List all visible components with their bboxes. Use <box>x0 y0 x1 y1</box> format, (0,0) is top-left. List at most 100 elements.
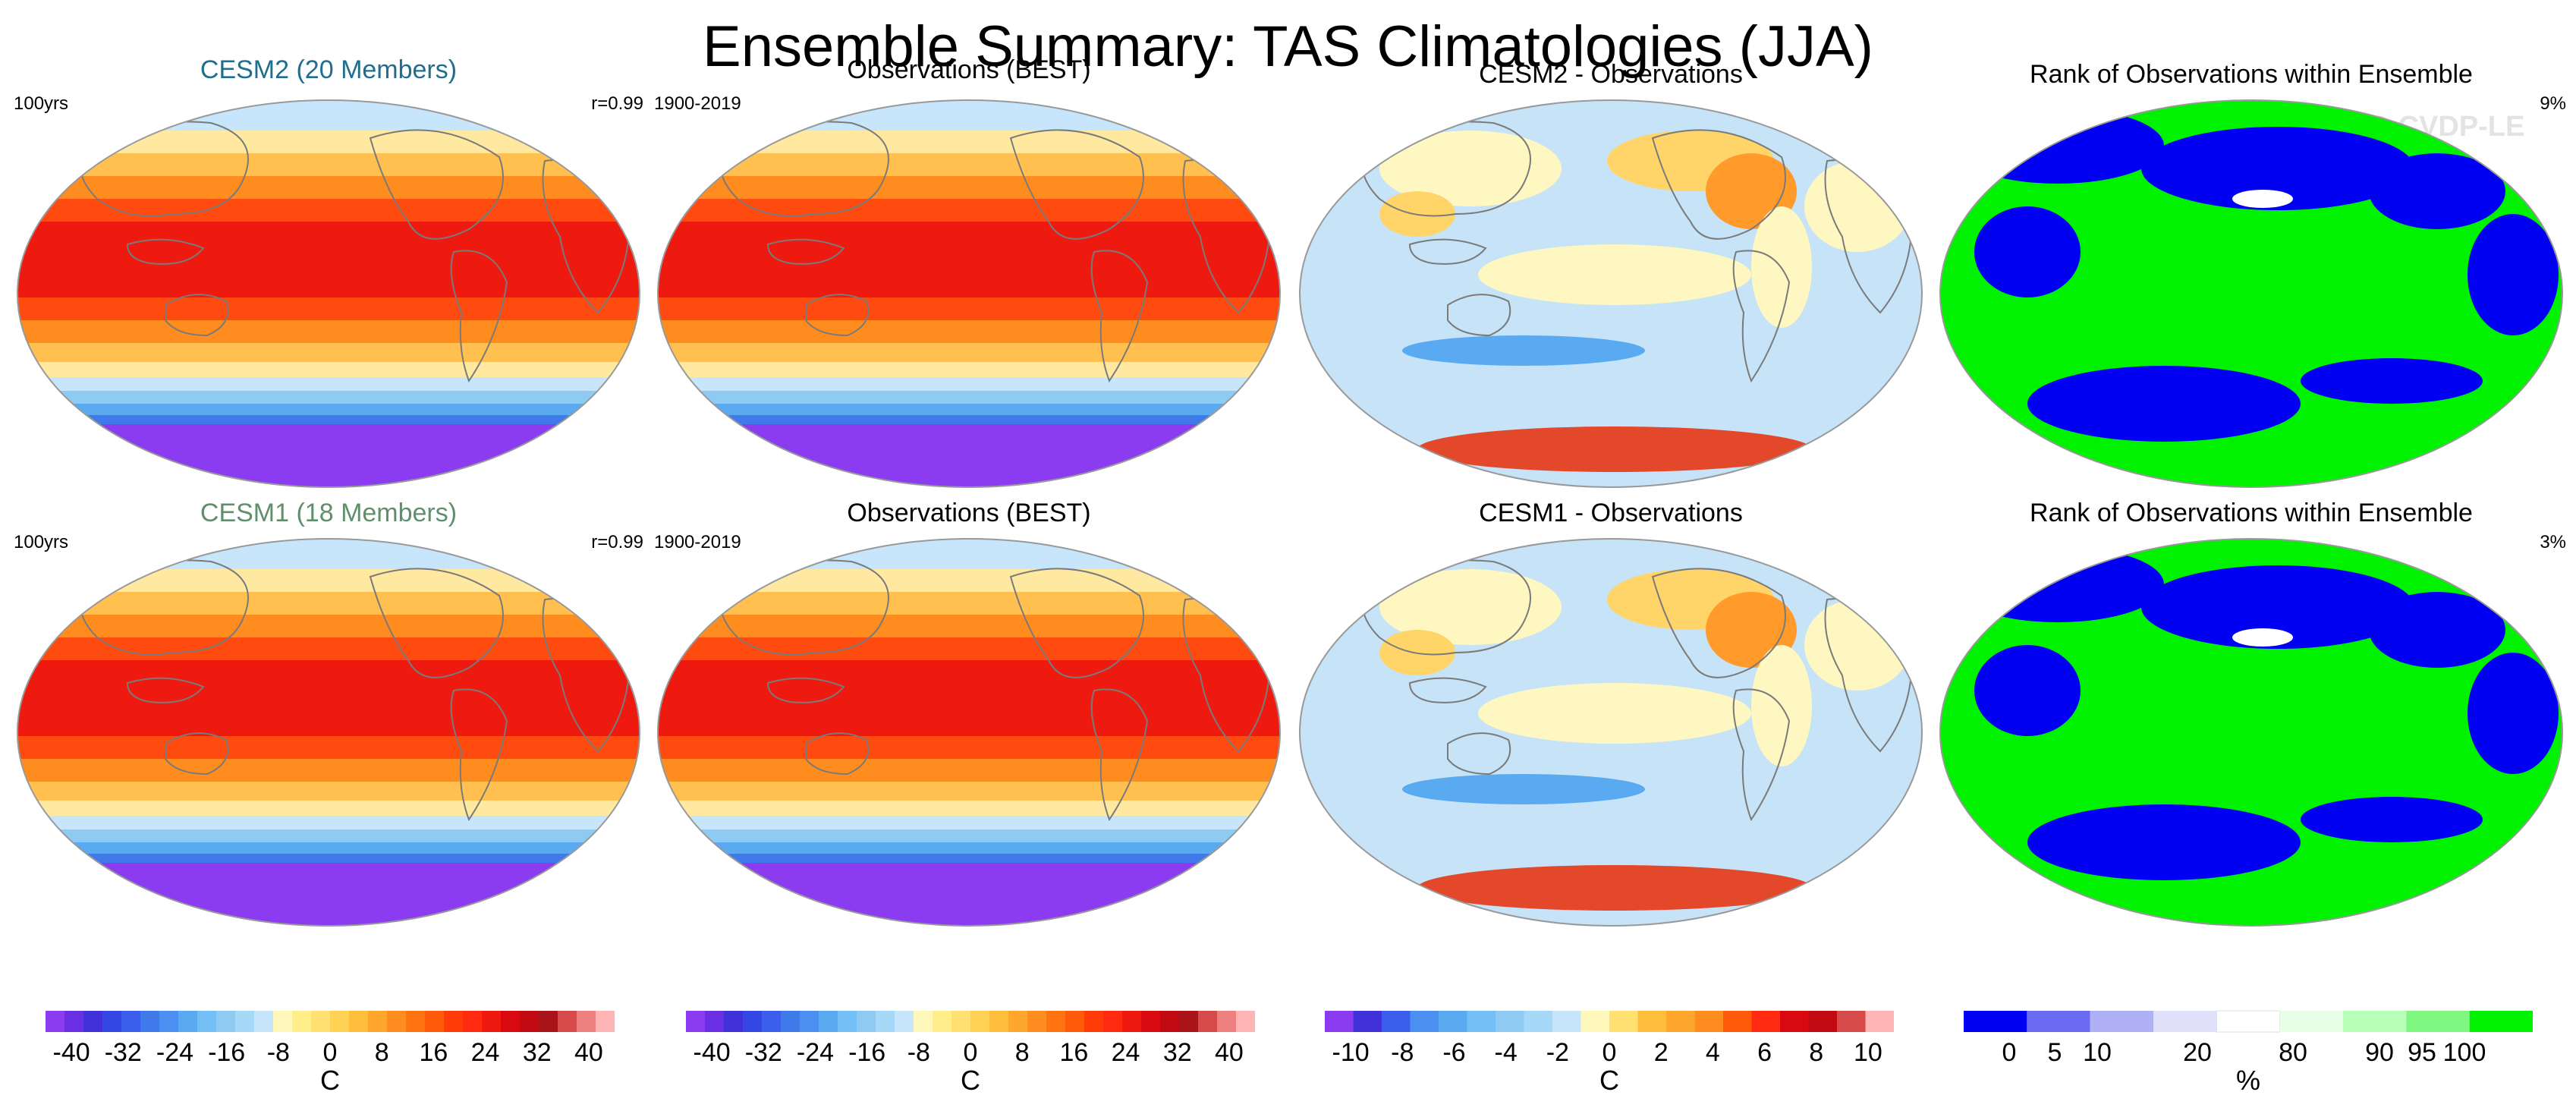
land-australia <box>1447 294 1511 337</box>
temp-band <box>658 592 1280 615</box>
temp-band <box>17 100 640 131</box>
colorbar-tick-label: 8 <box>1809 1038 1823 1067</box>
colorbar-box <box>1353 1011 1382 1032</box>
colorbar-box <box>482 1011 501 1032</box>
diff-anomaly <box>1402 335 1645 366</box>
map-obs-bottom <box>657 538 1281 927</box>
land-maritime <box>766 677 845 703</box>
temp-band <box>17 660 640 736</box>
colorbar-box <box>724 1011 743 1032</box>
colorbar-box <box>2027 1011 2090 1032</box>
temp-band <box>658 297 1280 320</box>
colorbar-box <box>876 1011 895 1032</box>
colorbar-box <box>1694 1011 1723 1032</box>
temp-band <box>17 615 640 637</box>
colorbar-box <box>743 1011 762 1032</box>
colorbar-box <box>330 1011 349 1032</box>
temp-band <box>17 759 640 782</box>
temp-band <box>658 801 1280 816</box>
colorbar-box <box>914 1011 933 1032</box>
colorbar-tick-label: -2 <box>1546 1038 1569 1067</box>
panel-left-label: 1900-2019 <box>654 532 741 552</box>
diff-anomaly <box>1478 683 1751 744</box>
temp-band <box>17 816 640 829</box>
map-obs-top <box>657 99 1281 488</box>
temp-band <box>17 199 640 222</box>
temp-band <box>658 816 1280 829</box>
colorbar-box <box>558 1011 577 1032</box>
panel-title: Observations (BEST) <box>847 55 1091 84</box>
colorbar-tick-label: -24 <box>156 1038 193 1067</box>
colorbar-box <box>273 1011 292 1032</box>
colorbar-box <box>1046 1011 1065 1032</box>
colorbar-tick-label: 32 <box>1163 1038 1192 1067</box>
temp-band <box>17 391 640 404</box>
panel-right-label: 3% <box>2540 532 2566 552</box>
panel-title: CESM1 (18 Members) <box>200 499 458 527</box>
temp-band <box>17 863 640 926</box>
colorbar-tick-label: 0 <box>964 1038 978 1067</box>
colorbar-box <box>501 1011 520 1032</box>
colorbar-unit-label: C <box>1599 1065 1619 1096</box>
land-south-america <box>1732 250 1791 383</box>
land-australia <box>165 294 229 337</box>
panel-right-label: 9% <box>2540 93 2566 114</box>
colorbar-tick-label: -24 <box>797 1038 834 1067</box>
colorbar-box <box>235 1011 254 1032</box>
temp-band <box>658 343 1280 362</box>
colorbar-box <box>292 1011 311 1032</box>
panel-left-label: 100yrs <box>14 93 69 114</box>
rank-low-region <box>2301 797 2483 842</box>
colorbar-box <box>1084 1011 1103 1032</box>
colorbar-box <box>762 1011 781 1032</box>
colorbar-tick-label: 80 <box>2279 1038 2307 1067</box>
panel-title: CESM1 - Observations <box>1479 499 1743 527</box>
colorbar-box <box>1467 1011 1496 1032</box>
map-rank-top <box>1939 99 2563 488</box>
temp-band <box>658 320 1280 343</box>
rank-low-region <box>2141 127 2414 210</box>
colorbar-tick-label: -32 <box>105 1038 142 1067</box>
temp-band <box>658 759 1280 782</box>
rank-low-region <box>2467 653 2559 774</box>
temp-band <box>658 842 1280 854</box>
colorbar-box <box>1027 1011 1046 1032</box>
colorbar-unit-label: C <box>961 1065 980 1096</box>
colorbar-tick-label: -16 <box>208 1038 245 1067</box>
colorbar-box <box>349 1011 368 1032</box>
temp-band <box>658 362 1280 377</box>
land-north-america <box>1009 568 1144 678</box>
colorbar-box <box>705 1011 724 1032</box>
colorbar-tick-label: 4 <box>1706 1038 1720 1067</box>
land-maritime <box>126 238 205 265</box>
colorbar-box <box>838 1011 857 1032</box>
diff-anomaly <box>1379 131 1562 206</box>
map-border <box>1299 99 1923 488</box>
map-border <box>17 99 640 488</box>
map-cesm2-diff <box>1299 99 1923 488</box>
colorbar-box <box>64 1011 83 1032</box>
map-panel-rank-top: Rank of Observations within Ensemble 9% <box>1936 24 2566 488</box>
colorbar-box <box>121 1011 140 1032</box>
land-south-america <box>1090 250 1149 383</box>
panel-title: Rank of Observations within Ensemble <box>2030 60 2473 89</box>
colorbar-box <box>1723 1011 1752 1032</box>
temp-band <box>658 377 1280 391</box>
temp-band <box>17 222 640 297</box>
colorbar-box <box>895 1011 914 1032</box>
rank-low-region <box>1974 206 2081 297</box>
land-south-america <box>1090 688 1149 822</box>
colorbar-box <box>1865 1011 1894 1032</box>
colorbar-box <box>178 1011 197 1032</box>
temp-band <box>17 153 640 176</box>
colorbar-box <box>2406 1011 2470 1032</box>
panel-right-label: r=0.99 <box>591 532 643 552</box>
colorbar-temp-bar-2: -40 -32 -24 -16 -8 0 8 16 24 32 40 C <box>686 1008 1255 1114</box>
colorbar-box <box>140 1011 159 1032</box>
map-panel-cesm2-diff: CESM2 - Observations <box>1296 24 1926 488</box>
colorbar-box <box>425 1011 444 1032</box>
temp-band <box>658 131 1280 153</box>
colorbar-tick-label: -8 <box>907 1038 930 1067</box>
temp-band <box>658 782 1280 801</box>
colorbar-box <box>2469 1011 2533 1032</box>
